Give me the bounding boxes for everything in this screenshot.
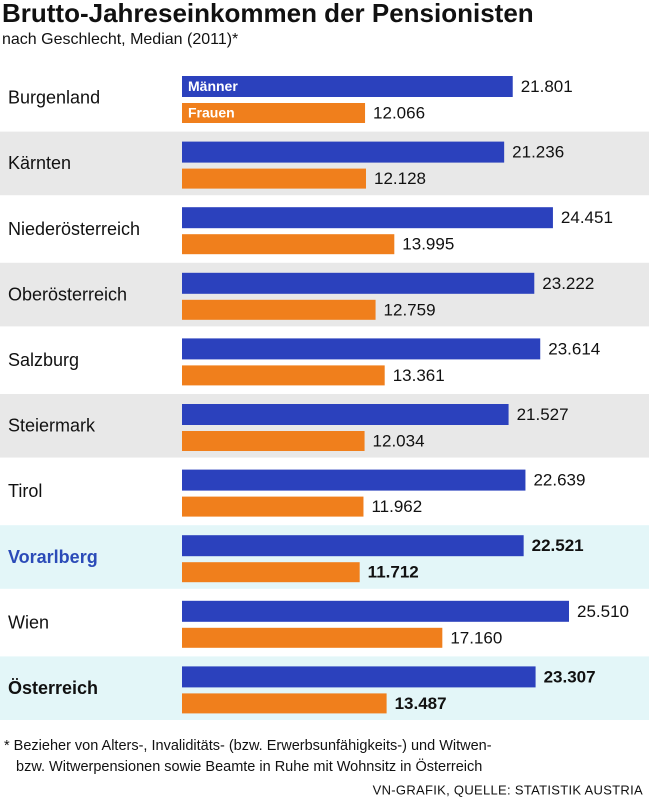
value-label: 25.510 bbox=[577, 602, 629, 621]
value-label: 23.222 bbox=[542, 274, 594, 293]
bar bbox=[182, 207, 553, 229]
category-label: Vorarlberg bbox=[8, 547, 98, 567]
bar bbox=[182, 404, 509, 425]
value-label: 13.361 bbox=[393, 366, 445, 385]
legend-label: Männer bbox=[188, 78, 238, 94]
category-label: Kärnten bbox=[8, 153, 71, 173]
bar bbox=[182, 562, 360, 583]
chart-title: Brutto-Jahreseinkommen der Pensionisten bbox=[2, 0, 534, 28]
legend-label: Frauen bbox=[188, 105, 235, 121]
bar bbox=[182, 535, 524, 557]
value-label: 23.614 bbox=[548, 339, 600, 358]
value-label: 13.487 bbox=[395, 694, 447, 713]
value-label: 23.307 bbox=[544, 667, 596, 686]
value-label: 24.451 bbox=[561, 208, 613, 227]
bar bbox=[182, 168, 366, 189]
bar bbox=[182, 666, 536, 688]
category-label: Salzburg bbox=[8, 350, 79, 370]
footnote: bzw. Witwerpensionen sowie Beamte in Ruh… bbox=[16, 757, 482, 775]
value-label: 12.128 bbox=[374, 169, 426, 188]
category-label: Burgenland bbox=[8, 88, 100, 108]
bar bbox=[182, 469, 526, 491]
source: VN-GRAFIK, QUELLE: STATISTIK AUSTRIA bbox=[373, 782, 643, 797]
bar bbox=[182, 431, 365, 451]
value-label: 12.759 bbox=[384, 300, 436, 319]
bar bbox=[182, 103, 366, 123]
footnote: * Bezieher von Alters-, Invaliditäts- (b… bbox=[4, 738, 492, 754]
value-label: 22.639 bbox=[533, 471, 585, 490]
bar bbox=[182, 693, 387, 714]
bar bbox=[182, 141, 505, 163]
category-label: Niederösterreich bbox=[8, 219, 140, 239]
bar bbox=[182, 496, 364, 517]
bar bbox=[182, 338, 541, 360]
bar bbox=[182, 272, 535, 294]
value-label: 13.995 bbox=[402, 235, 454, 254]
bar bbox=[182, 76, 513, 97]
chart-subtitle: nach Geschlecht, Median (2011)* bbox=[2, 31, 238, 48]
category-label: Oberösterreich bbox=[8, 284, 127, 304]
bar bbox=[182, 234, 395, 255]
category-label: Österreich bbox=[8, 678, 98, 698]
category-label: Tirol bbox=[8, 481, 42, 501]
value-label: 12.066 bbox=[373, 103, 425, 122]
category-label: Steiermark bbox=[8, 416, 96, 436]
value-label: 21.527 bbox=[517, 405, 569, 424]
value-label: 12.034 bbox=[373, 431, 425, 450]
value-label: 21.801 bbox=[521, 77, 573, 96]
value-label: 17.160 bbox=[450, 628, 502, 647]
value-label: 22.521 bbox=[532, 536, 584, 555]
value-label: 11.712 bbox=[368, 563, 419, 582]
bar bbox=[182, 600, 569, 622]
value-label: 11.962 bbox=[371, 497, 422, 516]
bar bbox=[182, 627, 443, 648]
bar bbox=[182, 365, 385, 386]
category-label: Wien bbox=[8, 612, 49, 632]
bar bbox=[182, 299, 376, 320]
value-label: 21.236 bbox=[512, 143, 564, 162]
